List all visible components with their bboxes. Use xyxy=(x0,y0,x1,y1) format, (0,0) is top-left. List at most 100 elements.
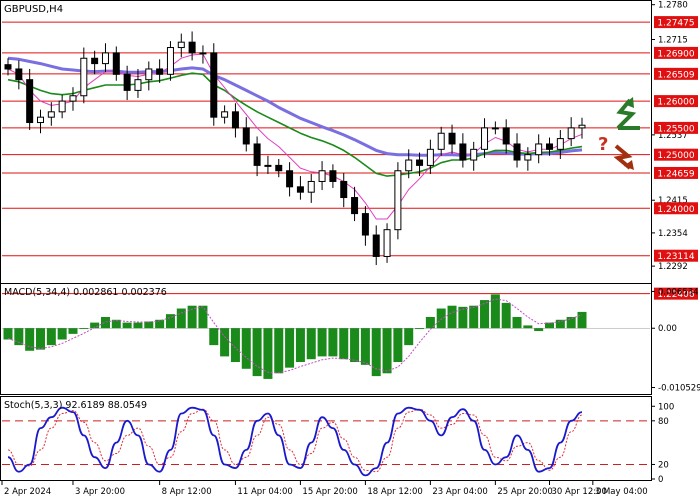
macd-bar xyxy=(458,306,468,329)
candle-body xyxy=(166,47,174,75)
macd-tick-label: 0.00 xyxy=(658,324,677,334)
time-tick-label: 11 Apr 04:00 xyxy=(237,487,292,497)
level-label-bg xyxy=(654,67,698,80)
time-tick-label: 23 Apr 04:00 xyxy=(432,487,487,497)
candle-body xyxy=(242,127,250,145)
stoch-axis: 100 80 20 0 xyxy=(651,402,674,485)
level-label-bg xyxy=(654,121,698,134)
candle-body xyxy=(405,159,413,172)
candle-body xyxy=(567,127,575,140)
macd-bar xyxy=(100,316,110,329)
price-tick-label: 1.2780 xyxy=(658,1,688,11)
price-axis: 1.2780 1.2715 1.2537 1.2415 1.2354 1.2292 xyxy=(651,1,688,272)
price-tick-label: 1.2354 xyxy=(658,229,688,239)
level-label-bg xyxy=(654,148,698,161)
time-tick-label: 25 Apr 20:00 xyxy=(497,487,552,497)
macd-bar xyxy=(523,325,533,329)
macd-bar xyxy=(176,308,186,329)
macd-tick-label: 0.006534 xyxy=(658,287,699,297)
candle-body xyxy=(340,180,348,199)
level-label-bg xyxy=(654,202,698,215)
candle-body xyxy=(448,132,456,145)
candle-body xyxy=(15,68,23,81)
macd-bar xyxy=(57,328,67,340)
stoch-lines xyxy=(7,406,583,477)
candle-body xyxy=(481,127,489,150)
macd-bar xyxy=(436,308,446,329)
chart-title: GBPUSD,H4 xyxy=(4,4,63,15)
macd-bar xyxy=(165,314,175,329)
price-tick-label: 1.2415 xyxy=(658,196,688,206)
candle-body xyxy=(470,148,478,161)
candle-body xyxy=(394,170,402,231)
macd-signal-line xyxy=(7,298,583,374)
macd-bar xyxy=(512,316,522,329)
candle-body xyxy=(47,111,55,118)
stoch-panel-frame xyxy=(0,396,652,481)
time-tick-label: 3 May 04:00 xyxy=(595,487,648,497)
candle-body xyxy=(156,68,164,75)
candle-body xyxy=(69,95,77,102)
macd-bar xyxy=(425,316,435,329)
candle-body xyxy=(221,111,229,118)
macd-bar xyxy=(295,328,305,363)
stoch-title: Stoch(5,3,3) 92.6189 88.0549 xyxy=(4,400,147,411)
macd-bar xyxy=(35,328,45,350)
candle-body xyxy=(264,164,272,167)
time-tick-label: 2 Apr 2024 xyxy=(4,487,51,497)
candle-body xyxy=(437,132,445,150)
macd-bar xyxy=(46,328,56,346)
candle-body xyxy=(26,79,34,124)
macd-bar xyxy=(122,322,132,329)
candle-body xyxy=(535,143,543,156)
macd-signal xyxy=(7,298,583,374)
candle-body xyxy=(134,79,142,91)
candle-body xyxy=(491,127,499,130)
macd-bar xyxy=(469,305,479,329)
candle-body xyxy=(101,52,109,65)
macd-bar xyxy=(133,322,143,329)
level-label: 1.25500 xyxy=(657,124,694,134)
macd-bar xyxy=(393,328,403,363)
forecast-up-arrow xyxy=(616,97,640,130)
level-label: 1.24659 xyxy=(657,169,694,179)
level-label: 1.26000 xyxy=(657,98,694,108)
macd-axis: 0.006534 0.00 -0.010529 xyxy=(651,287,700,394)
candle-body xyxy=(524,154,532,161)
macd-bar xyxy=(490,294,500,329)
macd-bar xyxy=(209,328,219,346)
macd-bar xyxy=(263,328,273,379)
level-label-bg xyxy=(654,287,698,300)
time-tick-label: 30 Apr 12:00 xyxy=(552,487,607,497)
macd-bar xyxy=(317,328,327,357)
price-tick-label: 1.2537 xyxy=(658,131,688,141)
candle-body xyxy=(231,111,239,129)
stoch-tick-label: 80 xyxy=(658,417,669,427)
level-label-bg xyxy=(654,46,698,59)
candle-body xyxy=(351,197,359,215)
macd-bar xyxy=(3,328,13,340)
macd-bar xyxy=(415,328,425,330)
macd-title: MACD(5,34,4) 0.002861 0.002376 xyxy=(4,287,167,298)
macd-bar xyxy=(144,321,154,329)
stoch-d-line xyxy=(7,408,583,473)
level-label: 1.27475 xyxy=(657,19,694,29)
forecast-down-arrow xyxy=(613,144,634,170)
macd-bar xyxy=(252,328,262,377)
candle-body xyxy=(361,213,369,236)
macd-bar xyxy=(241,328,251,369)
level-labels: 1.27475 1.26900 1.26509 1.26000 1.25500 1.250… xyxy=(654,16,698,300)
macd-bar xyxy=(198,305,208,329)
level-label: 1.23114 xyxy=(657,252,694,262)
candle-body xyxy=(4,64,12,70)
candle-body xyxy=(80,57,88,97)
macd-bar xyxy=(14,328,24,346)
stoch-levels xyxy=(2,420,650,465)
macd-bar xyxy=(577,311,587,329)
candle-body xyxy=(318,170,326,182)
candle-body xyxy=(556,138,564,150)
macd-bar xyxy=(382,328,392,374)
candle-body xyxy=(426,148,434,166)
candles xyxy=(4,31,586,266)
